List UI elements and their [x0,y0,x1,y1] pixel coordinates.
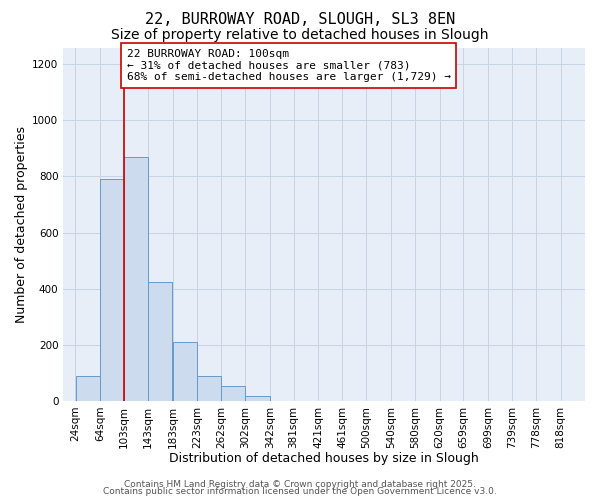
Text: Size of property relative to detached houses in Slough: Size of property relative to detached ho… [111,28,489,42]
Bar [221,386,245,401]
Y-axis label: Number of detached properties: Number of detached properties [15,126,28,322]
Bar [76,376,100,401]
Bar [100,180,124,401]
Bar [124,157,148,401]
Text: Contains public sector information licensed under the Open Government Licence v3: Contains public sector information licen… [103,488,497,496]
X-axis label: Distribution of detached houses by size in Slough: Distribution of detached houses by size … [169,452,479,465]
Text: 22, BURROWAY ROAD, SLOUGH, SL3 8EN: 22, BURROWAY ROAD, SLOUGH, SL3 8EN [145,12,455,28]
Bar [148,282,172,401]
Text: 22 BURROWAY ROAD: 100sqm
← 31% of detached houses are smaller (783)
68% of semi-: 22 BURROWAY ROAD: 100sqm ← 31% of detach… [127,49,451,82]
Text: Contains HM Land Registry data © Crown copyright and database right 2025.: Contains HM Land Registry data © Crown c… [124,480,476,489]
Bar [197,376,221,401]
Bar [173,342,197,401]
Bar [245,396,269,401]
